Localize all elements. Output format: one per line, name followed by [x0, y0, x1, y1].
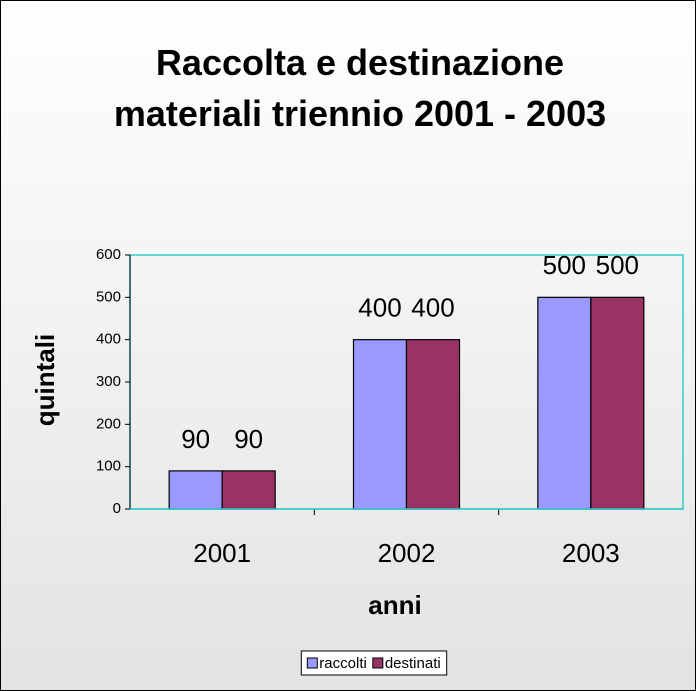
x-tick-label: 2001 — [193, 538, 251, 568]
y-tick-label: 600 — [96, 246, 121, 263]
legend-swatch — [306, 657, 318, 669]
data-label: 500 — [596, 250, 639, 280]
data-label: 400 — [411, 293, 454, 323]
data-label: 500 — [543, 250, 586, 280]
y-tick-label: 300 — [96, 373, 121, 390]
legend-label: destinati — [385, 655, 441, 672]
data-label: 90 — [234, 424, 263, 454]
x-axis-label: anni — [368, 590, 421, 620]
legend-label: raccolti — [319, 655, 367, 672]
data-label: 400 — [358, 293, 401, 323]
bar — [537, 296, 592, 510]
y-tick-label: 0 — [113, 500, 121, 517]
legend: raccolti destinati — [300, 650, 448, 676]
legend-swatch — [372, 657, 384, 669]
y-tick-label: 200 — [96, 415, 121, 432]
x-tick-label: 2003 — [562, 538, 620, 568]
y-tick-label: 500 — [96, 288, 121, 305]
chart-title: Raccolta e destinazione materiali trienn… — [113, 42, 607, 134]
y-tick-label: 400 — [96, 331, 121, 348]
data-label: 90 — [181, 424, 210, 454]
bar — [590, 296, 645, 510]
bar — [405, 339, 461, 510]
x-tick-label: 2002 — [378, 538, 436, 568]
y-axis-label: quintali — [30, 334, 60, 426]
y-tick-label: 100 — [96, 458, 121, 475]
bar — [168, 470, 223, 510]
bar — [352, 339, 408, 510]
bar — [221, 470, 276, 510]
